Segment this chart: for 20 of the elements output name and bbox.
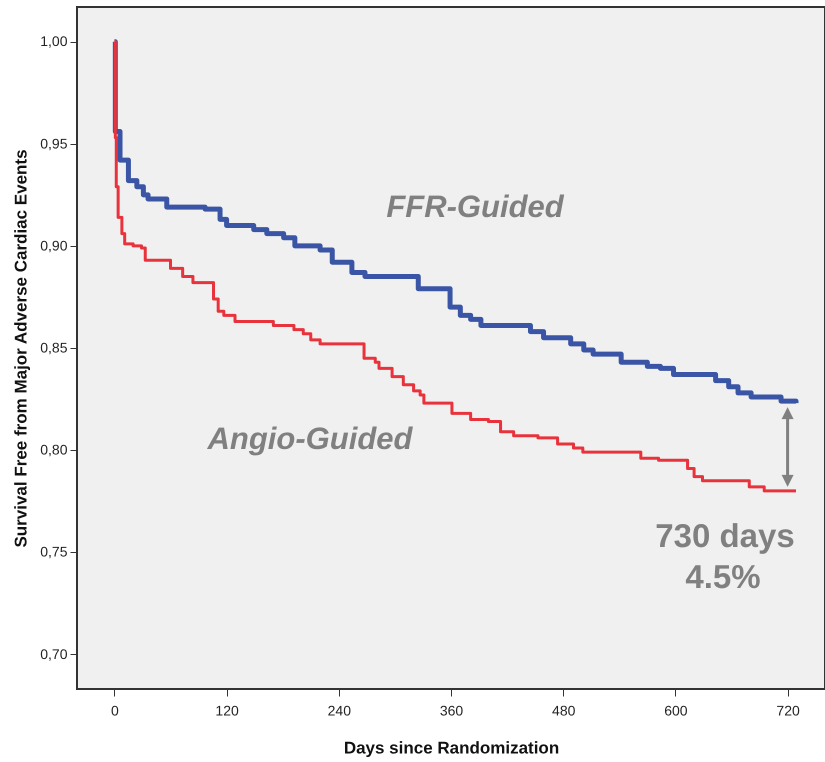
annotation: 730 days [655, 517, 795, 554]
y-tick-label: 0,70 [40, 646, 68, 662]
y-axis-title: Survival Free from Major Adverse Cardiac Events [11, 149, 30, 548]
x-tick-label: 0 [111, 702, 119, 718]
x-tick-label: 720 [776, 702, 800, 718]
series-label: FFR-Guided [386, 189, 565, 224]
x-tick-label: 240 [328, 702, 352, 718]
y-tick-label: 0,90 [40, 237, 68, 254]
x-tick-label: 480 [552, 702, 576, 718]
y-tick-label: 0,75 [40, 544, 68, 560]
x-tick-label: 600 [664, 702, 688, 718]
y-tick-label: 0,85 [40, 340, 68, 356]
y-tick-label: 0,80 [40, 442, 68, 458]
series-label: Angio-Guided [206, 421, 414, 456]
x-tick-label: 360 [440, 702, 464, 718]
annotation: 4.5% [685, 558, 761, 595]
y-tick-label: 0,95 [40, 135, 68, 152]
x-tick-label: 120 [215, 702, 239, 718]
x-axis-title: Days since Randomization [344, 738, 560, 758]
y-tick-label: 1,00 [40, 33, 68, 50]
